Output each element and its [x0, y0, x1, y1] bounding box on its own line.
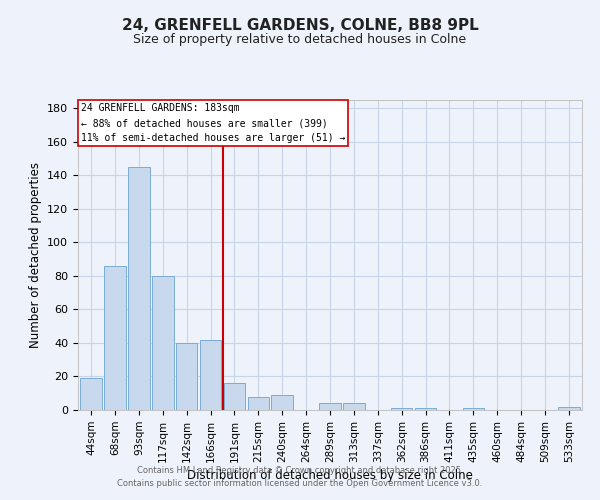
- Bar: [152, 276, 173, 410]
- Bar: [391, 408, 412, 410]
- Bar: [128, 167, 149, 410]
- Bar: [200, 340, 221, 410]
- Y-axis label: Number of detached properties: Number of detached properties: [29, 162, 41, 348]
- Text: Size of property relative to detached houses in Colne: Size of property relative to detached ho…: [133, 32, 467, 46]
- Bar: [80, 378, 102, 410]
- Bar: [248, 396, 269, 410]
- Bar: [104, 266, 126, 410]
- Text: 24, GRENFELL GARDENS, COLNE, BB8 9PL: 24, GRENFELL GARDENS, COLNE, BB8 9PL: [122, 18, 478, 32]
- Bar: [343, 404, 365, 410]
- Bar: [271, 395, 293, 410]
- Bar: [224, 383, 245, 410]
- Bar: [558, 406, 580, 410]
- Bar: [463, 408, 484, 410]
- Text: 24 GRENFELL GARDENS: 183sqm
← 88% of detached houses are smaller (399)
11% of se: 24 GRENFELL GARDENS: 183sqm ← 88% of det…: [81, 104, 346, 143]
- Bar: [319, 404, 341, 410]
- Bar: [415, 408, 436, 410]
- Text: Contains HM Land Registry data © Crown copyright and database right 2025.
Contai: Contains HM Land Registry data © Crown c…: [118, 466, 482, 487]
- Bar: [176, 343, 197, 410]
- X-axis label: Distribution of detached houses by size in Colne: Distribution of detached houses by size …: [187, 469, 473, 482]
